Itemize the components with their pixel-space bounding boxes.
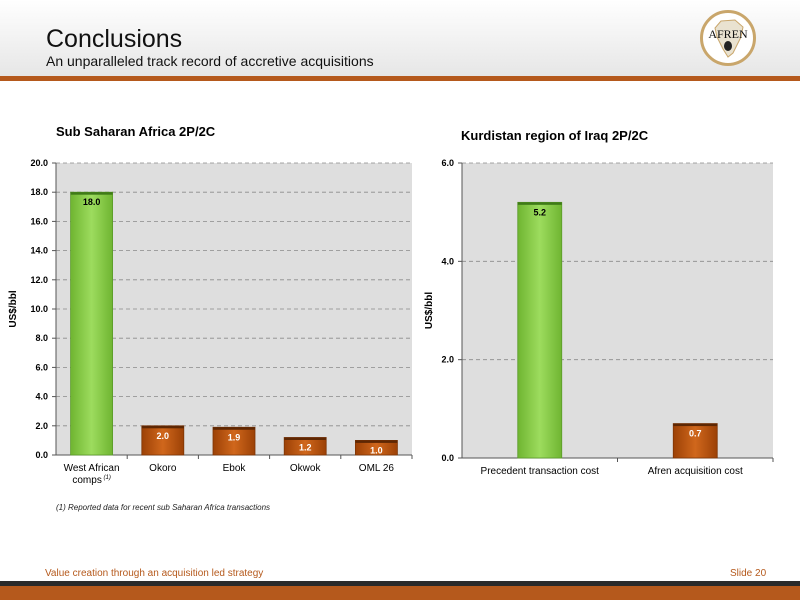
bar-kurdistan-1 (672, 423, 718, 459)
page-title: Conclusions (46, 25, 183, 53)
y-tick-label-ssa: 14.0 (30, 246, 48, 256)
y-tick-label-ssa: 8.0 (35, 333, 48, 343)
africa-map-icon (714, 19, 744, 58)
y-tick-label-ssa: 2.0 (35, 421, 48, 431)
y-tick-label-ssa: 10.0 (30, 304, 48, 314)
x-tick-label-kurdistan: Precedent transaction cost (481, 466, 600, 477)
footer-band (0, 586, 800, 600)
bar-cap-ssa-2 (213, 427, 255, 430)
x-tick-label-ssa: Okwok (290, 463, 322, 474)
bar-ssa-2 (212, 426, 256, 456)
logo-text: AFREN (708, 27, 748, 41)
bar-ssa-0 (70, 191, 113, 456)
y-tick-label-ssa: 18.0 (30, 187, 48, 197)
y-tick-label-kurdistan: 4.0 (441, 256, 454, 266)
y-tick-label-kurdistan: 6.0 (441, 158, 454, 168)
bar-ssa-1 (141, 425, 185, 456)
footnote: (1) Reported data for recent sub Saharan… (56, 503, 271, 512)
chart-title-kurdistan: Kurdistan region of Iraq 2P/2C (461, 128, 649, 143)
bar-kurdistan-0 (517, 201, 563, 459)
header (0, 0, 800, 76)
y-tick-label-kurdistan: 2.0 (441, 355, 454, 365)
footer-tagline: Value creation through an acquisition le… (45, 568, 264, 579)
y-axis-label-kurdistan: US$/bbl (424, 292, 435, 329)
x-tick-label-kurdistan: Afren acquisition cost (648, 466, 743, 477)
y-tick-label-ssa: 12.0 (30, 275, 48, 285)
data-label-ssa-2: 1.9 (228, 432, 241, 442)
y-tick-label-ssa: 6.0 (35, 362, 48, 372)
afren-logo: AFREN (700, 10, 756, 66)
y-tick-label-ssa: 20.0 (30, 158, 48, 168)
data-label-kurdistan-1: 0.7 (689, 429, 702, 439)
plot-area-kurdistan (462, 163, 773, 458)
data-label-ssa-3: 1.2 (299, 442, 312, 452)
x-tick-label-ssa: comps (1) (72, 475, 110, 486)
bar-cap-ssa-0 (70, 192, 113, 195)
data-label-ssa-4: 1.0 (370, 445, 383, 455)
page-subtitle: An unparalleled track record of accretiv… (46, 53, 374, 69)
y-tick-label-kurdistan: 0.0 (441, 453, 454, 463)
slide-number: Slide 20 (730, 568, 767, 579)
x-tick-label-ssa: Okoro (149, 463, 177, 474)
data-label-ssa-1: 2.0 (157, 431, 170, 441)
bar-cap-ssa-1 (141, 425, 184, 429)
footnote-ref: (1) (102, 475, 111, 481)
bar-cap-kurdistan-0 (517, 202, 562, 205)
footer-rule (0, 581, 800, 586)
data-label-kurdistan-0: 5.2 (533, 207, 546, 217)
header-divider (0, 76, 800, 81)
y-axis-label-ssa: US$/bbl (8, 290, 19, 327)
x-tick-label-ssa: OML 26 (359, 463, 395, 474)
chart-title-ssa: Sub Saharan Africa 2P/2C (56, 124, 216, 139)
bar-cap-kurdistan-1 (673, 423, 718, 427)
x-tick-label-ssa: Ebok (223, 463, 247, 474)
bar-cap-ssa-4 (355, 440, 398, 443)
y-tick-label-ssa: 0.0 (35, 450, 48, 460)
y-tick-label-ssa: 4.0 (35, 392, 48, 402)
y-tick-label-ssa: 16.0 (30, 216, 48, 226)
bar-cap-ssa-3 (284, 437, 327, 440)
x-tick-label-ssa: West African (64, 463, 120, 474)
data-label-ssa-0: 18.0 (83, 197, 101, 207)
